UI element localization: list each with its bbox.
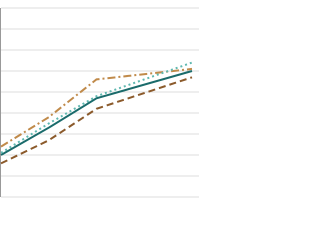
line-series [0, 70, 193, 156]
chart [0, 7, 199, 198]
line-series [0, 67, 193, 148]
line-series [0, 76, 193, 165]
line-series [0, 61, 193, 154]
